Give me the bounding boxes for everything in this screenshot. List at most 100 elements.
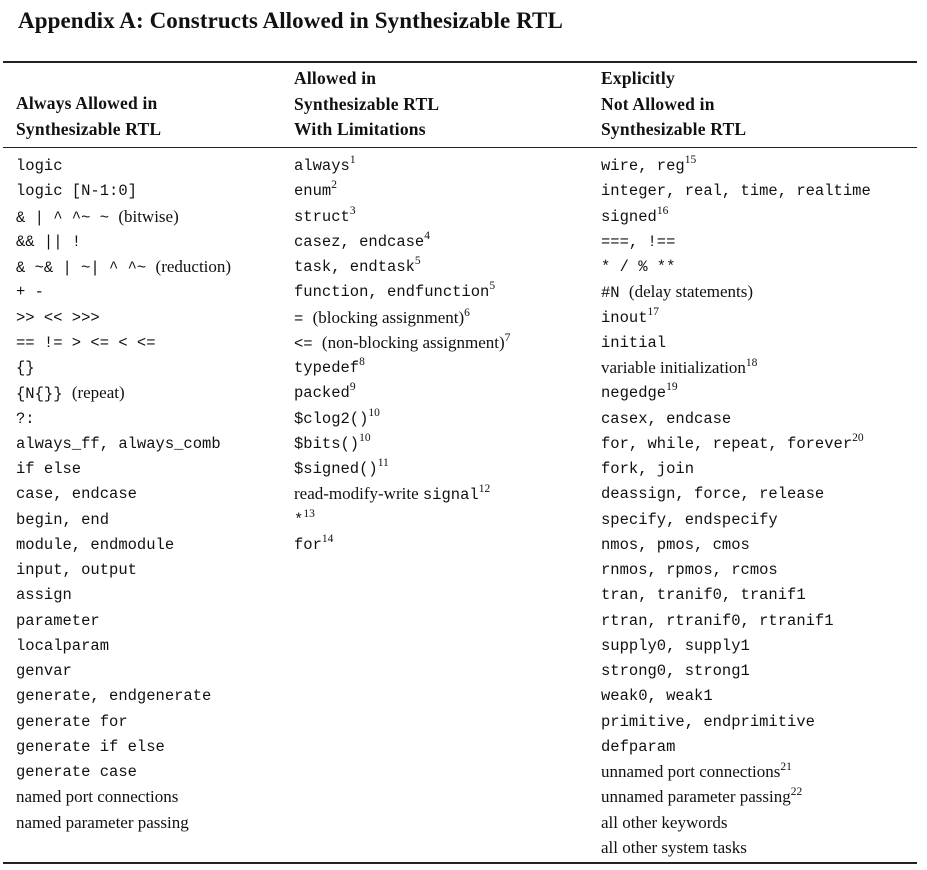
code-text: defparam bbox=[601, 737, 676, 756]
header-not-allowed: Explicitly Not Allowed in Synthesizable … bbox=[601, 66, 746, 143]
code-text: parameter bbox=[16, 611, 100, 630]
table-cell: tran, tranif0, tranif1 bbox=[601, 582, 871, 607]
footnote-marker: 10 bbox=[368, 406, 380, 419]
code-text: <= bbox=[294, 334, 322, 353]
code-text: casez, endcase bbox=[294, 232, 425, 251]
table-cell: supply0, supply1 bbox=[601, 633, 871, 658]
table-cell: unnamed parameter passing22 bbox=[601, 784, 871, 809]
header-line: Not Allowed in bbox=[601, 93, 715, 114]
footnote-marker: 8 bbox=[359, 356, 365, 368]
code-text: case, endcase bbox=[16, 485, 137, 504]
code-text: * / % ** bbox=[601, 258, 676, 276]
footnote-marker: 12 bbox=[478, 483, 491, 496]
table-cell: integer, real, time, realtime bbox=[601, 178, 871, 203]
code-text: rnmos, rpmos, rcmos bbox=[601, 561, 778, 579]
code-text: for, while, repeat, forever bbox=[601, 434, 853, 453]
table-cell: <= (non-blocking assignment)7 bbox=[294, 330, 510, 355]
table-cell: named parameter passing bbox=[16, 810, 231, 835]
code-text: integer, real, time, realtime bbox=[601, 182, 871, 201]
table-cell: = (blocking assignment)6 bbox=[294, 305, 510, 330]
table-cell: inout17 bbox=[601, 305, 871, 330]
table-cell: logic [N-1:0] bbox=[16, 178, 231, 203]
table-cell: + - bbox=[16, 279, 231, 304]
table-cell: primitive, endprimitive bbox=[601, 709, 871, 734]
prose-text: (reduction) bbox=[155, 257, 232, 276]
footnote-marker: 13 bbox=[303, 507, 315, 520]
footnote-marker: 1 bbox=[349, 154, 356, 166]
table-cell: ===, !== bbox=[601, 229, 871, 254]
table-cell: case, endcase bbox=[16, 481, 231, 506]
table-cell: begin, end bbox=[16, 507, 231, 532]
header-line: Synthesizable RTL bbox=[16, 118, 162, 139]
footnote-marker: 15 bbox=[684, 154, 697, 166]
code-text: supply0, supply1 bbox=[601, 636, 750, 655]
table-cell: unnamed port connections21 bbox=[601, 759, 871, 784]
code-text: for bbox=[294, 535, 322, 554]
table-cell: ?: bbox=[16, 406, 231, 431]
table-cell: assign bbox=[16, 582, 231, 607]
table-cell: strong0, strong1 bbox=[601, 658, 871, 683]
code-text: assign bbox=[16, 586, 72, 605]
code-text: signal bbox=[422, 486, 479, 505]
table-cell: rtran, rtranif0, rtranif1 bbox=[601, 608, 871, 633]
code-text: struct bbox=[294, 207, 350, 226]
code-text: nmos, pmos, cmos bbox=[601, 535, 750, 554]
code-text: generate, endgenerate bbox=[16, 687, 212, 706]
code-text: #N bbox=[601, 284, 629, 303]
prose-text: variable initialization bbox=[601, 358, 746, 377]
footnote-marker: 5 bbox=[414, 255, 421, 267]
table-cell: generate for bbox=[16, 709, 231, 734]
footnote-marker: 4 bbox=[424, 229, 430, 242]
code-text: specify, endspecify bbox=[601, 510, 778, 529]
footnote-marker: 2 bbox=[331, 179, 337, 192]
table-cell: parameter bbox=[16, 608, 231, 633]
code-text: $signed() bbox=[294, 460, 378, 478]
footnote-marker: 14 bbox=[321, 532, 334, 545]
table-top-rule bbox=[3, 61, 917, 63]
code-text: && || ! bbox=[16, 232, 82, 251]
header-allowed-with-limitations: Allowed in Synthesizable RTL With Limita… bbox=[294, 66, 439, 143]
footnote-marker: 21 bbox=[780, 761, 792, 773]
table-cell: fork, join bbox=[601, 456, 871, 481]
table-cell: $bits()10 bbox=[294, 431, 510, 456]
table-cell: casez, endcase4 bbox=[294, 229, 510, 254]
table-cell: input, output bbox=[16, 557, 231, 582]
code-text: strong0, strong1 bbox=[601, 662, 750, 680]
page-title: Appendix A: Constructs Allowed in Synthe… bbox=[18, 8, 563, 33]
table-cell: initial bbox=[601, 330, 871, 355]
table-cell: packed9 bbox=[294, 380, 510, 405]
footnote-marker: 3 bbox=[349, 204, 356, 217]
code-text: negedge bbox=[601, 384, 667, 403]
code-text: >> << >>> bbox=[16, 308, 100, 327]
table-cell: logic bbox=[16, 153, 231, 178]
table-cell: for, while, repeat, forever20 bbox=[601, 431, 871, 456]
table-cell: read-modify-write signal12 bbox=[294, 481, 510, 506]
code-text: localparam bbox=[16, 636, 110, 655]
footnote-marker: 9 bbox=[349, 381, 356, 394]
table-cell: *13 bbox=[294, 507, 510, 532]
table-cell: wire, reg15 bbox=[601, 153, 871, 178]
table-cell: rnmos, rpmos, rcmos bbox=[601, 557, 871, 582]
code-text: & | ^ ^~ ~ bbox=[16, 208, 119, 227]
footnote-marker: 5 bbox=[489, 280, 496, 293]
code-text: tran, tranif0, tranif1 bbox=[601, 586, 806, 605]
code-text: == != > <= < <= bbox=[16, 333, 156, 352]
table-cell: >> << >>> bbox=[16, 305, 231, 330]
table-cell: weak0, weak1 bbox=[601, 683, 871, 708]
table-cell: generate case bbox=[16, 759, 231, 784]
table-cell: function, endfunction5 bbox=[294, 279, 510, 304]
code-text: {} bbox=[16, 359, 35, 377]
code-text: function, endfunction bbox=[294, 283, 490, 302]
table-cell: & ~& | ~| ^ ^~ (reduction) bbox=[16, 254, 231, 279]
code-text: if else bbox=[16, 460, 82, 478]
footnote-marker: 19 bbox=[666, 381, 678, 394]
code-text: + - bbox=[16, 283, 44, 302]
code-text: generate for bbox=[16, 712, 128, 731]
code-text: wire, reg bbox=[601, 157, 685, 175]
code-text: $clog2() bbox=[294, 409, 369, 428]
code-text: & ~& | ~| ^ ^~ bbox=[16, 259, 156, 277]
footnote-marker: 20 bbox=[852, 431, 864, 444]
prose-text: (bitwise) bbox=[118, 206, 179, 226]
code-text: packed bbox=[294, 384, 350, 403]
table-cell: nmos, pmos, cmos bbox=[601, 532, 871, 557]
